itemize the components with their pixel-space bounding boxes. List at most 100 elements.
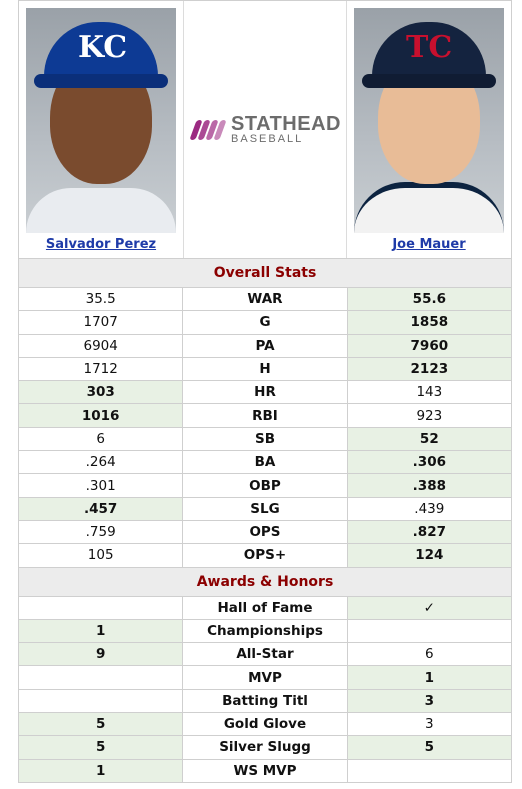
brand-line1: STATHEAD	[231, 113, 341, 135]
right-value: 143	[346, 380, 513, 405]
table-row: Hall of Fame ✓	[17, 595, 513, 620]
stat-label: BA	[182, 450, 348, 475]
table-row: .264 BA .306	[17, 450, 513, 475]
left-value	[17, 595, 184, 620]
stat-label: Hall of Fame	[182, 595, 348, 620]
stat-label: SB	[182, 426, 348, 452]
player-right: TC Joe Mauer	[346, 1, 511, 258]
left-value: 1712	[17, 356, 184, 382]
player-name-link-right[interactable]: Joe Mauer	[392, 237, 466, 252]
left-value: .759	[17, 519, 184, 545]
team-logo: TC	[406, 30, 453, 65]
table-row: .759 OPS .827	[17, 519, 513, 545]
left-value: 35.5	[17, 286, 184, 312]
table-row: 6904 PA 7960	[17, 333, 513, 358]
right-value: ✓	[346, 595, 513, 620]
right-value: 3	[346, 712, 513, 737]
stat-label: RBI	[182, 403, 348, 428]
brand-line2: BASEBALL	[231, 133, 304, 145]
stat-label: PA	[182, 333, 348, 358]
left-value: 6	[17, 426, 184, 452]
right-value: 5	[346, 735, 513, 760]
left-value: 1	[17, 758, 184, 783]
stat-label: WS MVP	[182, 758, 348, 783]
section-header-overall: Overall Stats	[18, 258, 512, 288]
stat-label: All-Star	[182, 642, 348, 667]
stat-label: OBP	[182, 473, 348, 498]
right-value: 2123	[346, 356, 513, 382]
cap-brim-shape	[34, 74, 168, 88]
cap-brim-shape	[362, 74, 496, 88]
jersey-shape	[354, 182, 504, 233]
right-value: 1	[346, 665, 513, 690]
brand-area: STATHEAD BASEBALL	[184, 1, 346, 258]
right-value: 52	[346, 426, 513, 452]
table-row: 1 WS MVP	[17, 758, 513, 783]
section-header-awards: Awards & Honors	[18, 566, 512, 597]
awards-rows: Hall of Fame ✓ 1 Championships 9 All-Star 6 MVP…	[17, 595, 513, 783]
table-row: Batting Titl 3	[17, 688, 513, 714]
left-value: .264	[17, 450, 184, 475]
right-value: .827	[346, 519, 513, 545]
table-row: 1016 RBI 923	[17, 403, 513, 428]
table-row: 5 Silver Slugg 5	[17, 735, 513, 760]
stats-table: Overall Stats 35.5 WAR 55.6 1707 G 1858 6904 PA…	[17, 258, 513, 783]
stat-label: HR	[182, 380, 348, 405]
left-value: 1	[17, 618, 184, 644]
left-value: .457	[17, 496, 184, 521]
stat-label: OPS+	[182, 543, 348, 568]
left-value: 5	[17, 712, 184, 737]
left-value: 9	[17, 642, 184, 667]
right-value: .439	[346, 496, 513, 521]
player-name-link-left[interactable]: Salvador Perez	[45, 237, 157, 252]
right-value: 6	[346, 642, 513, 667]
left-value	[17, 665, 184, 690]
table-row: .301 OBP .388	[17, 473, 513, 498]
stat-label: MVP	[182, 665, 348, 690]
stat-label: Gold Glove	[182, 712, 348, 737]
right-value: 124	[346, 543, 513, 568]
section-title: Overall Stats	[18, 258, 512, 288]
left-value: .301	[17, 473, 184, 498]
left-value	[17, 688, 184, 714]
stat-label: G	[182, 310, 348, 335]
stat-label: OPS	[182, 519, 348, 545]
left-value: 1707	[17, 310, 184, 335]
right-value: 55.6	[346, 286, 513, 312]
table-row: .457 SLG .439	[17, 496, 513, 521]
table-row: 9 All-Star 6	[17, 642, 513, 667]
section-title: Awards & Honors	[18, 566, 512, 597]
table-row: 303 HR 143	[17, 380, 513, 405]
stathead-wordmark: STATHEAD BASEBALL	[231, 114, 341, 145]
right-value: .306	[346, 450, 513, 475]
stat-label: SLG	[182, 496, 348, 521]
table-row: 6 SB 52	[17, 426, 513, 452]
right-value	[346, 758, 513, 783]
table-row: 1707 G 1858	[17, 310, 513, 335]
right-value: 3	[346, 688, 513, 714]
stat-label: WAR	[182, 286, 348, 312]
player-photo-perez: KC	[26, 8, 176, 233]
jersey-shape	[26, 188, 176, 233]
table-row: MVP 1	[17, 665, 513, 690]
right-value: 7960	[346, 333, 513, 358]
stat-label: Silver Slugg	[182, 735, 348, 760]
stat-label: H	[182, 356, 348, 382]
comparison-card: KC Salvador Perez STATHEAD BASEBALL	[17, 0, 513, 783]
left-value: 303	[17, 380, 184, 405]
table-row: 5 Gold Glove 3	[17, 712, 513, 737]
player-left: KC Salvador Perez	[19, 1, 184, 258]
overall-stats-rows: 35.5 WAR 55.6 1707 G 1858 6904 PA 7960 1712 H 2123 3…	[17, 286, 513, 568]
left-value: 105	[17, 543, 184, 568]
left-value: 5	[17, 735, 184, 760]
right-value	[346, 618, 513, 644]
player-header: KC Salvador Perez STATHEAD BASEBALL	[18, 0, 512, 258]
stat-label: Championships	[182, 618, 348, 644]
table-row: 1712 H 2123	[17, 356, 513, 382]
table-row: 105 OPS+ 124	[17, 543, 513, 568]
right-value: .388	[346, 473, 513, 498]
stathead-logo[interactable]: STATHEAD BASEBALL	[189, 114, 341, 145]
team-logo: KC	[78, 30, 128, 65]
table-row: 1 Championships	[17, 618, 513, 644]
stat-label: Batting Titl	[182, 688, 348, 714]
